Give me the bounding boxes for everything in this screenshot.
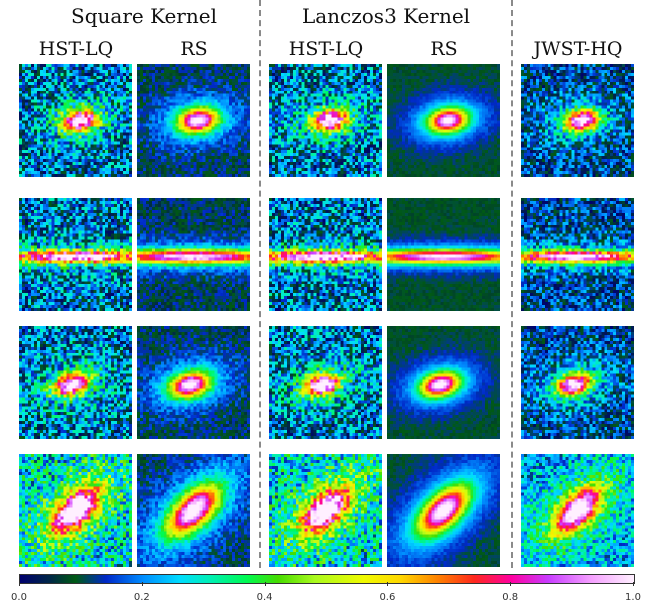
colorbar-tick-label: 0.4 <box>257 592 273 603</box>
column-title-square-rs: RS <box>180 38 207 60</box>
panel-compact-galaxy-col-3 <box>269 64 382 177</box>
panel-small-elliptical-galaxy-col-2 <box>137 326 250 439</box>
panel-bright-diffuse-galaxy-col-4 <box>387 454 500 567</box>
colorbar-tick-label: 0.0 <box>11 592 27 603</box>
panel-bright-diffuse-galaxy-col-5 <box>521 454 634 567</box>
divider-left <box>259 0 261 568</box>
panel-small-elliptical-galaxy-col-1 <box>19 326 132 439</box>
column-title-lanczos-rs: RS <box>430 38 457 60</box>
panel-compact-galaxy-col-4 <box>387 64 500 177</box>
colorbar-tick <box>141 582 143 586</box>
group-title-square-kernel: Square Kernel <box>71 4 217 28</box>
colorbar-tick <box>387 582 389 586</box>
divider-right <box>511 0 513 568</box>
colorbar-tick-label: 0.6 <box>379 592 395 603</box>
panel-bright-diffuse-galaxy-col-1 <box>19 454 132 567</box>
colorbar-tick <box>264 582 266 586</box>
panel-small-elliptical-galaxy-col-3 <box>269 326 382 439</box>
colorbar-tick-label: 0.2 <box>134 592 150 603</box>
panel-edge-on-galaxy-col-4 <box>387 198 500 311</box>
column-title-jwst-hq: JWST-HQ <box>534 38 623 60</box>
panel-edge-on-galaxy-col-2 <box>137 198 250 311</box>
colorbar-tick <box>19 582 20 586</box>
panel-compact-galaxy-col-5 <box>521 64 634 177</box>
panel-edge-on-galaxy-col-5 <box>521 198 634 311</box>
column-title-square-hst-lq: HST-LQ <box>39 38 113 60</box>
column-title-lanczos-hst-lq: HST-LQ <box>289 38 363 60</box>
colorbar-tick-label: 0.8 <box>502 592 518 603</box>
group-title-lanczos3-kernel: Lanczos3 Kernel <box>302 4 470 28</box>
panel-small-elliptical-galaxy-col-5 <box>521 326 634 439</box>
colorbar <box>19 574 635 584</box>
panel-small-elliptical-galaxy-col-4 <box>387 326 500 439</box>
panel-bright-diffuse-galaxy-col-2 <box>137 454 250 567</box>
panel-bright-diffuse-galaxy-col-3 <box>269 454 382 567</box>
colorbar-tick <box>633 582 634 586</box>
colorbar-tick-label: 1.0 <box>625 592 641 603</box>
panel-edge-on-galaxy-col-1 <box>19 198 132 311</box>
panel-compact-galaxy-col-2 <box>137 64 250 177</box>
panel-edge-on-galaxy-col-3 <box>269 198 382 311</box>
colorbar-tick <box>510 582 512 586</box>
panel-compact-galaxy-col-1 <box>19 64 132 177</box>
